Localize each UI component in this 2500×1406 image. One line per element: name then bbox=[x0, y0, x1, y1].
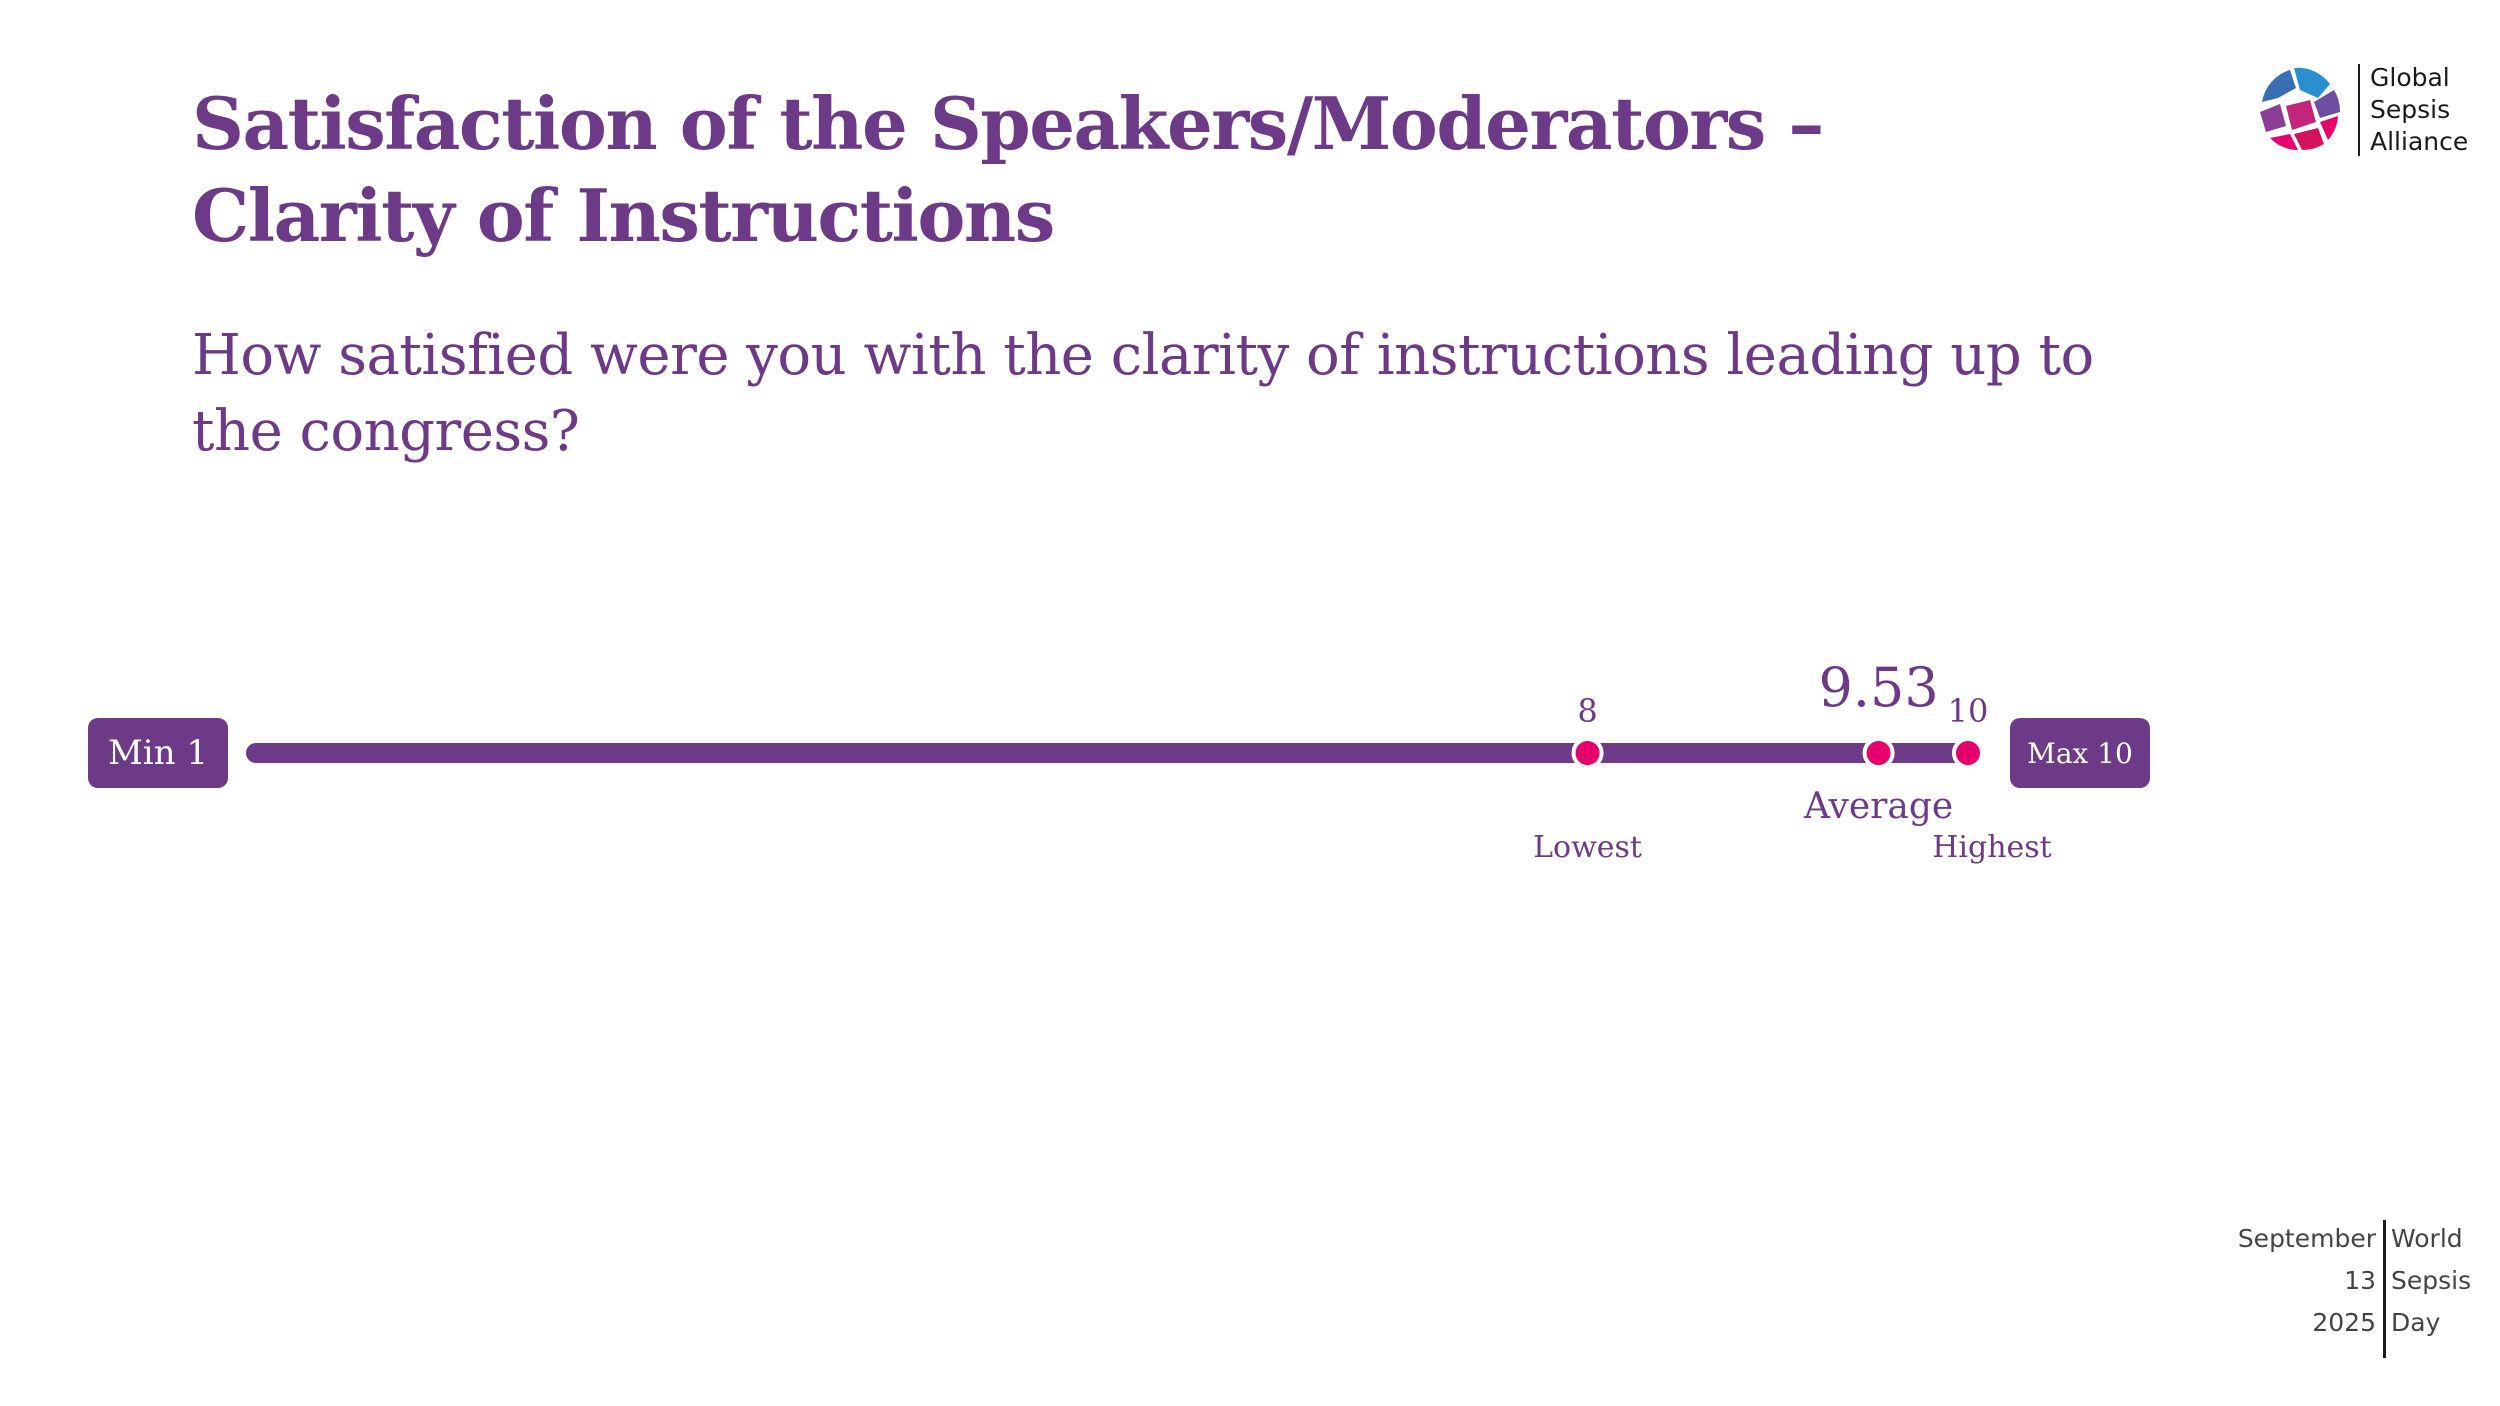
footer-date: September 13 2025 bbox=[2238, 1218, 2376, 1344]
footer-date-line: 13 bbox=[2344, 1266, 2376, 1295]
footer-divider bbox=[2383, 1220, 2386, 1358]
logo-divider bbox=[2358, 64, 2360, 156]
footer-date-line: September bbox=[2237, 1224, 2376, 1253]
lowest-marker bbox=[1571, 737, 1604, 769]
highest-caption: Highest bbox=[1932, 830, 2052, 865]
logo-text: Global Sepsis Alliance bbox=[2370, 62, 2468, 158]
highest-marker bbox=[1952, 737, 1984, 769]
footer-event-line: World bbox=[2391, 1224, 2463, 1253]
footer-event-line: Day bbox=[2391, 1308, 2441, 1337]
highest-value-label: 10 bbox=[1948, 692, 1989, 730]
footer-event: World Sepsis Day bbox=[2391, 1218, 2471, 1344]
average-marker bbox=[1862, 737, 1895, 769]
logo-line: Sepsis bbox=[2370, 95, 2451, 124]
lowest-caption: Lowest bbox=[1533, 830, 1642, 865]
globe-icon bbox=[2260, 67, 2341, 151]
logo-line: Global bbox=[2370, 63, 2450, 92]
min-label-pill: Min 1 bbox=[88, 718, 228, 788]
slide-title: Satisfaction of the Speakers/Moderators … bbox=[192, 81, 1824, 258]
footer-date-line: 2025 bbox=[2312, 1308, 2376, 1337]
average-value-label: 9.53 bbox=[1818, 656, 1938, 719]
survey-question: How satisfied were you with the clarity … bbox=[192, 323, 2094, 464]
max-label-pill: Max 10 bbox=[2010, 718, 2150, 788]
footer-event-line: Sepsis bbox=[2391, 1266, 2472, 1295]
average-caption: Average bbox=[1803, 786, 1953, 827]
lowest-value-label: 8 bbox=[1577, 692, 1597, 730]
logo-line: Alliance bbox=[2370, 127, 2469, 156]
